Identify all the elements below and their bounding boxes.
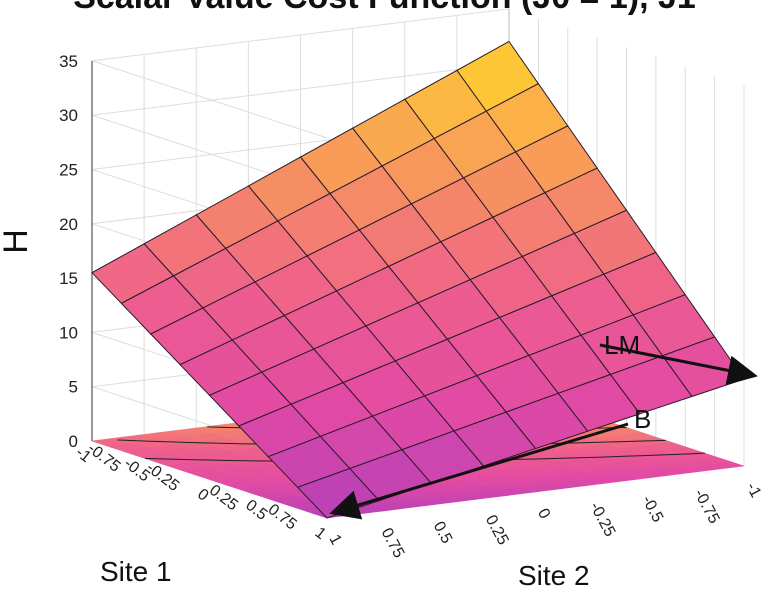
y-tick-label: -0.5 [638,493,666,525]
annotation-lm: LM [604,330,641,360]
z-tick-label: 0 [69,432,78,451]
z-tick-label: 35 [59,52,78,71]
z-tick-label: 20 [59,215,78,234]
chart-title: Scalar Value Cost Function (J0 = 1), J1 [0,0,769,17]
z-tick-label: 30 [59,106,78,125]
y-tick-label: 0 [534,506,553,522]
z-tick-label: 5 [69,378,78,397]
y-tick-label: -0.75 [690,486,722,526]
annotation-arrows [329,343,758,520]
y-tick-label: -1 [742,480,764,501]
z-tick-label: 10 [59,323,78,342]
y-tick-label: 0.75 [378,525,408,561]
x-tick-label: 0.5 [242,497,270,524]
annotation-arrow-b [329,422,629,520]
cost-surface [91,40,745,519]
y-tick-label: 0.5 [430,519,455,547]
y-tick-label: -0.25 [586,499,618,539]
z-tick-label: 15 [59,269,78,288]
y-tick-label: 0.25 [482,512,512,548]
x-axis-label: Site 1 [100,556,172,587]
annotation-b: B [634,404,652,434]
y-tick-label: 1 [325,532,344,548]
z-tick-label: 25 [59,161,78,180]
annotation-arrow-lm [599,343,758,386]
z-axis-label: H [0,229,35,254]
y-axis-label: Site 2 [518,560,590,591]
